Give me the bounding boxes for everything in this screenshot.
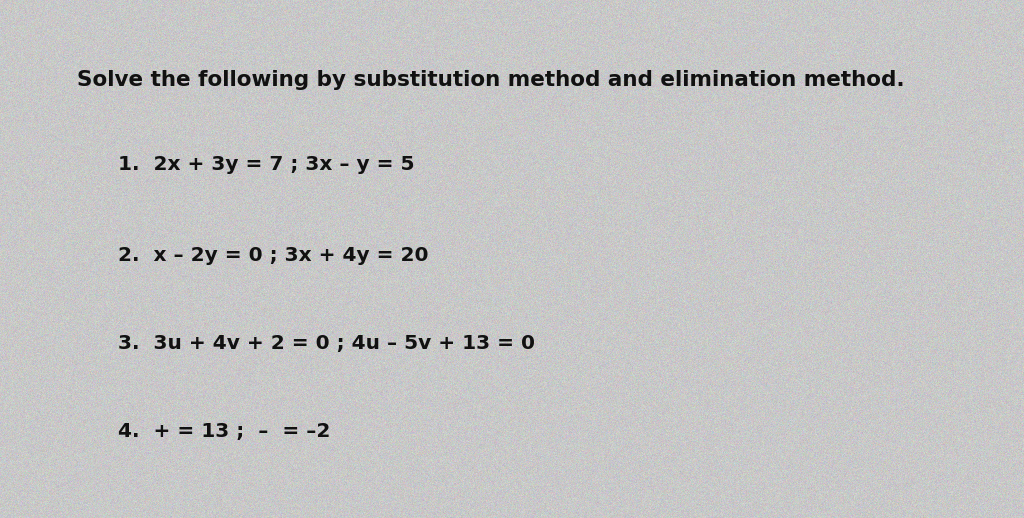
Text: Solve the following by substitution method and elimination method.: Solve the following by substitution meth… <box>77 70 904 90</box>
Text: 2.  x – 2y = 0 ; 3x + 4y = 20: 2. x – 2y = 0 ; 3x + 4y = 20 <box>118 246 428 265</box>
Text: 1.  2x + 3y = 7 ; 3x – y = 5: 1. 2x + 3y = 7 ; 3x – y = 5 <box>118 155 415 175</box>
Text: 4.  + = 13 ;  –  = –2: 4. + = 13 ; – = –2 <box>118 422 330 441</box>
Text: 3.  3u + 4v + 2 = 0 ; 4u – 5v + 13 = 0: 3. 3u + 4v + 2 = 0 ; 4u – 5v + 13 = 0 <box>118 334 535 353</box>
